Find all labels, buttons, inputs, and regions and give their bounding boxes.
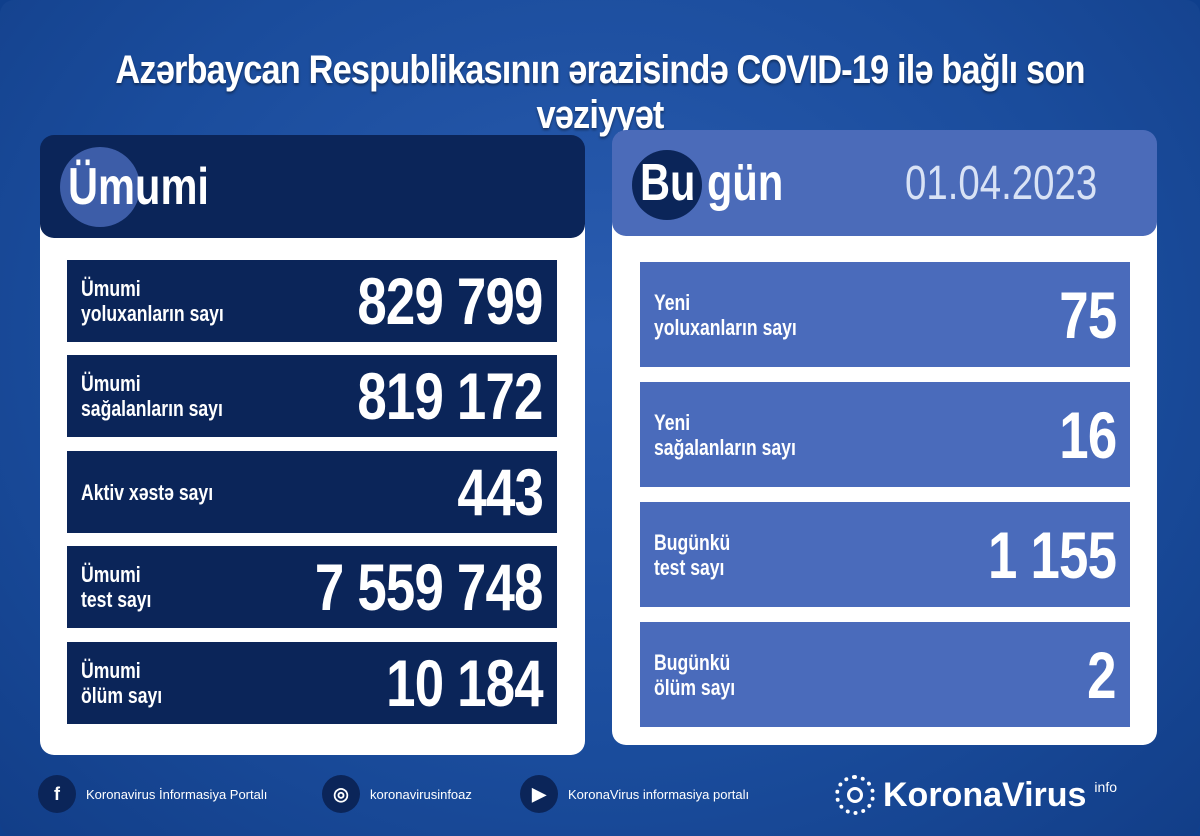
row-label: Yeni yoluxanların sayı — [654, 289, 797, 340]
row-value: 2 — [1087, 637, 1116, 712]
row-value: 16 — [1058, 397, 1117, 472]
total-heading: Ümumi — [68, 157, 209, 216]
row-value: 819 172 — [357, 359, 544, 433]
facebook-label: Koronavirus İnformasiya Portalı — [86, 786, 268, 802]
today-header: Bu gün 01.04.2023 — [612, 130, 1157, 236]
total-row: Ümumi sağalanların sayı 819 172 — [67, 355, 557, 437]
sun-virus-icon — [835, 775, 875, 815]
row-label: Ümumi yoluxanların sayı — [81, 276, 224, 326]
page-title: Azərbaycan Respublikasının ərazisində CO… — [115, 48, 1085, 137]
total-row: Ümumi ölüm sayı 10 184 — [67, 642, 557, 724]
today-heading: Bu gün — [640, 154, 784, 212]
total-row: Aktiv xəstə sayı 443 — [67, 451, 557, 533]
row-value: 10 184 — [386, 646, 543, 720]
instagram-label: koronavirusinfoaz — [370, 786, 472, 802]
row-label: Aktiv xəstə sayı — [81, 479, 214, 505]
today-date: 01.04.2023 — [904, 156, 1097, 210]
instagram-icon: ◎ — [322, 775, 360, 813]
row-value: 75 — [1058, 277, 1117, 352]
today-row: Bugünkü ölüm sayı 2 — [640, 622, 1130, 727]
footer: f Koronavirus İnformasiya Portalı ◎ korona… — [0, 775, 1200, 815]
total-row: Ümumi yoluxanların sayı 829 799 — [67, 260, 557, 342]
virus-icon — [60, 147, 140, 227]
logo-text: KoronaVirus — [883, 775, 1087, 814]
today-row: Yeni yoluxanların sayı 75 — [640, 262, 1130, 367]
total-row: Ümumi test sayı 7 559 748 — [67, 546, 557, 628]
facebook-link[interactable]: f Koronavirus İnformasiya Portalı — [38, 775, 267, 813]
youtube-link[interactable]: ▶ KoronaVirus informasiya portalı — [520, 775, 749, 813]
row-label: Bugünkü ölüm sayı — [654, 649, 736, 700]
koronavirus-logo: KoronaVirus info — [835, 775, 1117, 815]
youtube-icon: ▶ — [520, 775, 558, 813]
row-value: 829 799 — [357, 264, 544, 338]
row-label: Ümumi ölüm sayı — [81, 658, 163, 708]
row-value: 443 — [457, 455, 544, 529]
row-label: Bugünkü test sayı — [654, 529, 731, 580]
facebook-icon: f — [38, 775, 76, 813]
logo-sup: info — [1094, 779, 1117, 795]
row-label: Ümumi test sayı — [81, 562, 152, 612]
row-value: 1 155 — [987, 517, 1117, 592]
youtube-label: KoronaVirus informasiya portalı — [568, 786, 750, 802]
virus-icon — [632, 150, 702, 220]
today-row: Bugünkü test sayı 1 155 — [640, 502, 1130, 607]
row-label: Yeni sağalanların sayı — [654, 409, 796, 460]
today-row: Yeni sağalanların sayı 16 — [640, 382, 1130, 487]
row-label: Ümumi sağalanların sayı — [81, 371, 223, 421]
row-value: 7 559 748 — [315, 550, 543, 624]
total-header: Ümumi — [40, 135, 585, 238]
instagram-link[interactable]: ◎ koronavirusinfoaz — [322, 775, 472, 813]
